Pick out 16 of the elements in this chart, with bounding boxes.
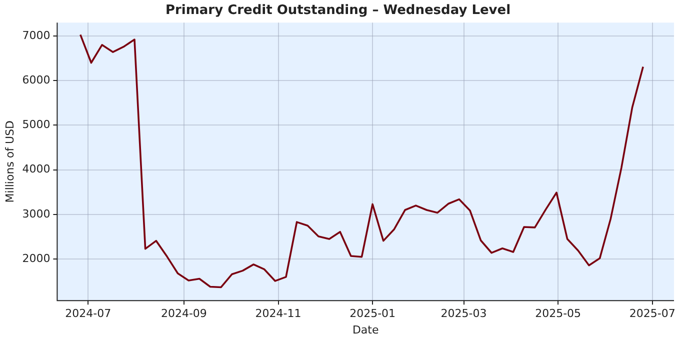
- x-tick-label: 2025-01: [350, 307, 396, 320]
- x-tick-label: 2024-07: [65, 307, 112, 320]
- x-axis-title: Date: [352, 323, 379, 336]
- y-tick-label: 2000: [22, 252, 50, 265]
- y-tick-label: 7000: [22, 28, 50, 42]
- y-tick-label: 6000: [22, 73, 50, 86]
- x-tick-label: 2025-07: [629, 307, 676, 320]
- x-tick-label: 2024-09: [160, 307, 207, 320]
- y-tick-label: 3000: [22, 207, 50, 220]
- y-tick-label: 4000: [22, 162, 50, 176]
- x-tick-label: 2025-05: [535, 307, 582, 320]
- y-tick-label: 5000: [22, 118, 50, 132]
- x-tick-label: 2024-11: [255, 307, 302, 320]
- y-axis-title: Millions of USD: [3, 120, 16, 203]
- x-tick-label: 2025-03: [440, 307, 487, 320]
- chart-title: Primary Credit Outstanding – Wednesday Level: [165, 3, 511, 18]
